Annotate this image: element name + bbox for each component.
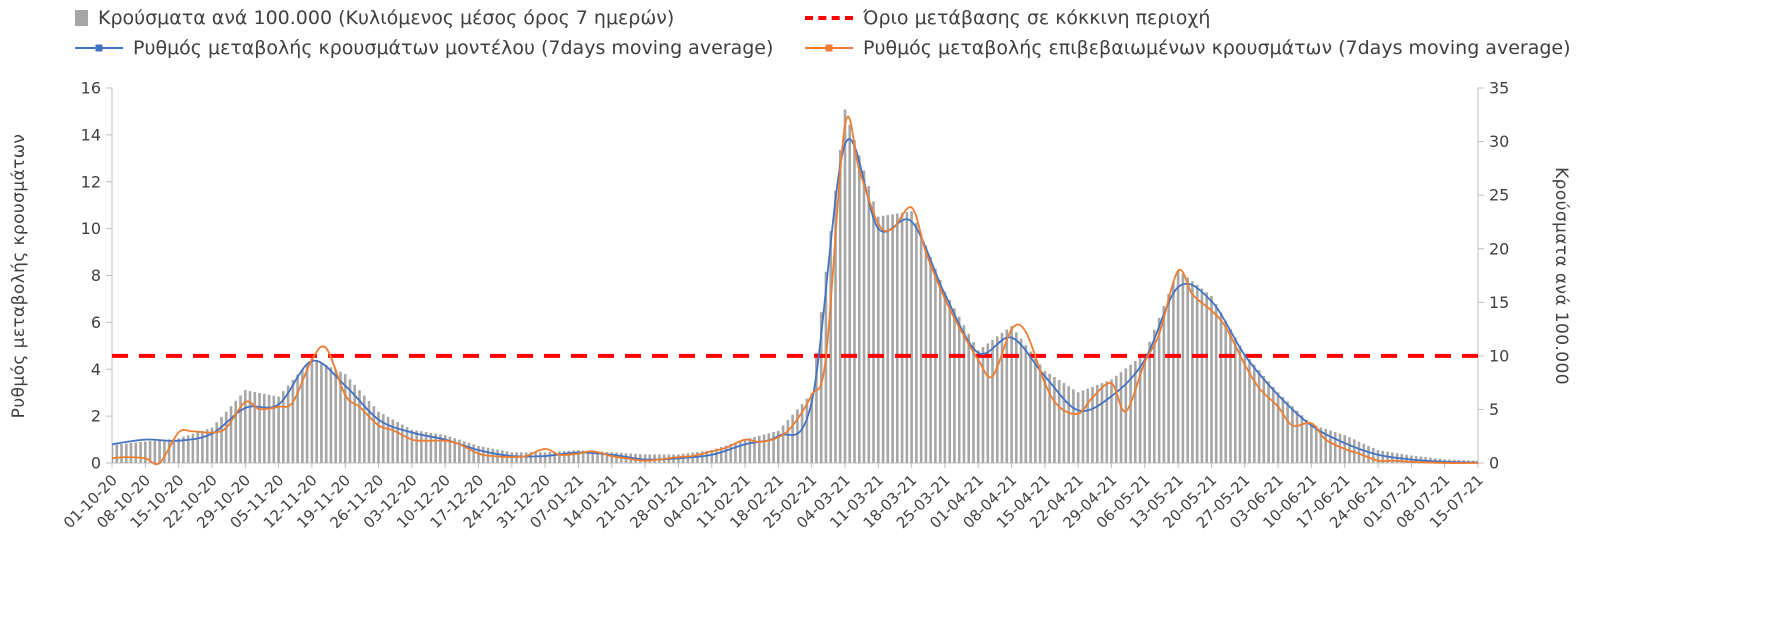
confirmed-line-marker-icon — [825, 44, 833, 52]
right-tick-label: 35 — [1489, 79, 1509, 98]
left-tick-label: 6 — [91, 313, 101, 332]
left-tick-label: 14 — [81, 125, 101, 144]
left-tick-label: 16 — [81, 79, 101, 98]
legend-item-model-rate: Ρυθμός μεταβολής κρουσμάτων μοντέλου (7d… — [75, 36, 795, 59]
legend-item-confirmed-rate: Ρυθμός μεταβολής επιβεβαιωμένων κρουσμάτ… — [805, 36, 1741, 59]
right-tick-label: 20 — [1489, 239, 1509, 258]
legend-item-red-zone-threshold: Όριο μετάβασης σε κόκκινη περιοχή — [805, 8, 1741, 29]
left-tick-label: 10 — [81, 219, 101, 238]
right-axis-title: Κρούσματα ανά 100.000 — [1551, 167, 1571, 385]
right-tick-label: 0 — [1489, 454, 1499, 473]
right-tick-label: 15 — [1489, 293, 1509, 312]
axes: 02468101214160510152025303501-10-2008-10… — [60, 79, 1509, 532]
confirmed-line-swatch-icon — [805, 44, 853, 52]
series-layers — [112, 109, 1478, 466]
left-axis-title: Ρυθμός μεταβολής κρουσμάτων — [9, 134, 29, 419]
legend-label-model-rate: Ρυθμός μεταβολής κρουσμάτων μοντέλου (7d… — [133, 36, 774, 59]
legend-label-red-zone-threshold: Όριο μετάβασης σε κόκκινη περιοχή — [863, 7, 1211, 29]
left-tick-label: 8 — [91, 266, 101, 285]
model-rate-line — [112, 138, 1478, 464]
left-tick-label: 2 — [91, 407, 101, 426]
model-line-marker-icon — [95, 44, 103, 52]
legend-label-confirmed-rate: Ρυθμός μεταβολής επιβεβαιωμένων κρουσμάτ… — [863, 36, 1571, 59]
left-tick-label: 12 — [81, 172, 101, 191]
right-tick-label: 5 — [1489, 400, 1499, 419]
right-tick-label: 30 — [1489, 132, 1509, 151]
chart-legend: Κρούσματα ανά 100.000 (Κυλιόμενος μέσος … — [75, 8, 1741, 59]
right-tick-label: 25 — [1489, 186, 1509, 205]
legend-item-cases-per-100k: Κρούσματα ανά 100.000 (Κυλιόμενος μέσος … — [75, 8, 795, 29]
bar-series-swatch-icon — [75, 10, 88, 27]
right-tick-label: 10 — [1489, 346, 1509, 365]
confirmed-rate-line — [112, 115, 1478, 466]
legend-label-cases-per-100k: Κρούσματα ανά 100.000 (Κυλιόμενος μέσος … — [98, 7, 675, 29]
chart-layers: 02468101214160510152025303501-10-2008-10… — [60, 79, 1509, 532]
model-line-swatch-icon — [75, 44, 123, 52]
bars-cases-per-100k — [112, 109, 1478, 464]
threshold-swatch-icon — [805, 16, 853, 21]
left-tick-label: 0 — [91, 454, 101, 473]
left-tick-label: 4 — [91, 360, 101, 379]
